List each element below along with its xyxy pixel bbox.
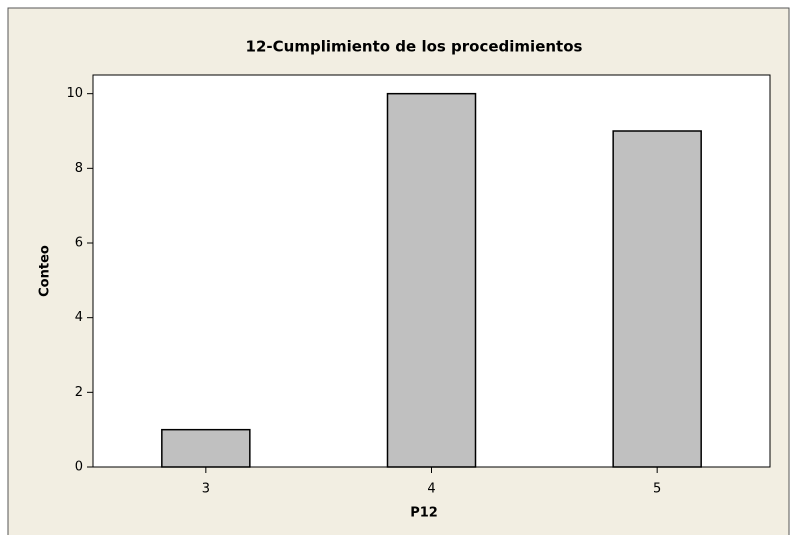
- y-tick-label: 0: [75, 460, 83, 475]
- y-tick-label: 8: [75, 161, 83, 176]
- y-axis-label: Conteo: [38, 245, 53, 297]
- y-tick-label: 6: [75, 236, 83, 251]
- chart-title: 12-Cumplimiento de los procedimientos: [246, 38, 583, 56]
- bar: [612, 130, 702, 468]
- y-tick-label: 4: [75, 310, 83, 325]
- bar: [386, 92, 477, 468]
- bar: [161, 428, 251, 468]
- x-tick-label: 3: [202, 482, 210, 497]
- x-axis-label: P12: [410, 506, 438, 521]
- y-tick-label: 10: [66, 86, 83, 101]
- y-tick-label: 2: [75, 385, 83, 400]
- x-tick-label: 5: [653, 482, 661, 497]
- x-tick-label: 4: [427, 482, 435, 497]
